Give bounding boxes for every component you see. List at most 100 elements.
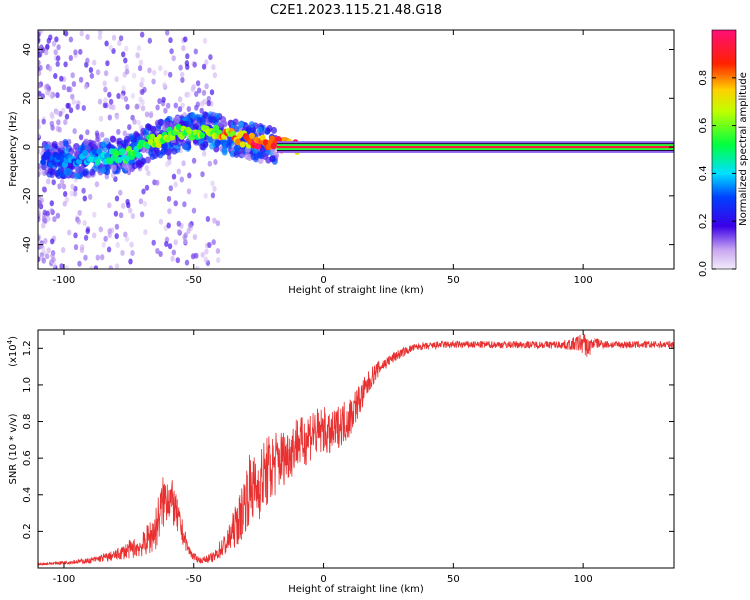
heatmap-speckle (168, 71, 173, 78)
heatmap-cell (234, 144, 241, 152)
heatmap-speckle (85, 34, 90, 40)
heatmap-speckle (61, 183, 67, 190)
heatmap-speckle (46, 215, 51, 222)
heatmap-speckle (169, 48, 174, 55)
heatmap-speckle (108, 44, 113, 51)
heatmap-speckle (59, 263, 64, 269)
heatmap-speckle (166, 222, 171, 229)
heatmap-speckle (199, 100, 205, 107)
heatmap-speckle (139, 211, 145, 218)
heatmap-speckle (68, 107, 74, 114)
heatmap-speckle (171, 55, 176, 62)
heatmap-speckle (95, 254, 101, 261)
x-tick-label: 100 (574, 275, 593, 286)
heatmap-speckle (64, 113, 70, 120)
heatmap-speckle (155, 179, 160, 186)
heatmap-cell (100, 141, 107, 149)
heatmap-cell (136, 161, 143, 169)
heatmap-speckle (38, 163, 42, 170)
heatmap-speckle (105, 60, 110, 67)
heatmap-speckle (46, 37, 51, 44)
heatmap-speckle (182, 201, 187, 208)
heatmap-ridge-cell (40, 158, 47, 166)
heatmap-speckle (181, 45, 186, 52)
x-tick-label: -50 (186, 574, 202, 585)
heatmap-speckle (211, 64, 216, 71)
heatmap-speckle (167, 208, 172, 215)
x-tick-label: 50 (447, 574, 460, 585)
heatmap-speckle (63, 119, 68, 126)
heatmap-speckle (131, 72, 137, 79)
heatmap-speckle (107, 202, 112, 209)
heatmap-speckle (194, 91, 199, 97)
heatmap-speckle (120, 202, 126, 209)
heatmap-speckle (195, 80, 201, 87)
heatmap-speckle (123, 57, 128, 64)
heatmap-ridge-cell (116, 156, 123, 164)
heatmap-speckle (52, 262, 57, 269)
heatmap-speckle (128, 258, 133, 265)
heatmap-speckle (104, 40, 109, 47)
heatmap-speckle (121, 85, 126, 92)
heatmap-cell (221, 139, 228, 147)
heatmap-speckle (122, 130, 128, 137)
heatmap-speckle (138, 198, 144, 205)
heatmap-speckle (55, 212, 61, 219)
heatmap-speckle (88, 193, 93, 200)
heatmap-speckle (52, 216, 57, 223)
heatmap-speckle (203, 256, 208, 263)
heatmap-speckle (171, 173, 177, 180)
heatmap-speckle (194, 252, 199, 259)
heatmap-cell (269, 155, 276, 163)
heatmap-ridge-cell (94, 159, 101, 166)
heatmap-speckle (38, 118, 41, 125)
heatmap-speckle (158, 65, 163, 72)
heatmap-speckle (55, 61, 60, 67)
heatmap-ridge-cell (104, 152, 111, 159)
heatmap-speckle (73, 49, 78, 56)
heatmap-speckle (38, 36, 41, 43)
heatmap-cell (248, 121, 255, 129)
heatmap-speckle (106, 246, 112, 253)
heatmap-ridge-cell (213, 125, 220, 132)
heatmap-speckle (98, 115, 104, 122)
heatmap-speckle (209, 89, 215, 96)
heatmap-speckle (140, 77, 145, 83)
heatmap-speckle (38, 51, 43, 58)
snr-plot (38, 334, 674, 567)
heatmap-speckle (60, 178, 65, 185)
heatmap-speckle (83, 234, 89, 241)
snr-background (38, 330, 674, 568)
heatmap-cell (164, 121, 171, 129)
heatmap-speckle (162, 82, 167, 89)
heatmap-ridge-cell (149, 133, 156, 140)
heatmap-speckle (130, 92, 136, 99)
heatmap-speckle (118, 189, 123, 196)
heatmap-cell (161, 143, 168, 151)
heatmap-speckle (101, 241, 107, 248)
heatmap-speckle (129, 241, 134, 248)
heatmap-speckle (47, 65, 53, 72)
heatmap-cell (211, 116, 217, 124)
heatmap-speckle (163, 69, 168, 76)
heatmap-speckle (175, 257, 180, 264)
heatmap-speckle (70, 72, 75, 79)
heatmap-speckle (216, 257, 221, 264)
heatmap-speckle (69, 190, 74, 197)
heatmap-speckle (177, 106, 183, 113)
heatmap-speckle (123, 96, 129, 102)
heatmap-speckle (85, 57, 90, 64)
heatmap-speckle (93, 265, 99, 269)
heatmap-speckle (176, 168, 181, 175)
heatmap-speckle (144, 184, 150, 191)
heatmap-cell (57, 141, 64, 149)
heatmap-cell (110, 135, 117, 143)
heatmap-speckle (190, 86, 195, 93)
heatmap-speckle (203, 192, 208, 199)
snr-multiplier-exp: 4 (6, 339, 14, 344)
heatmap-ridge-cell (125, 145, 132, 153)
heatmap-speckle (73, 244, 79, 251)
heatmap-speckle (56, 55, 61, 62)
heatmap-speckle (59, 75, 64, 82)
x-tick-label: -50 (186, 275, 202, 286)
